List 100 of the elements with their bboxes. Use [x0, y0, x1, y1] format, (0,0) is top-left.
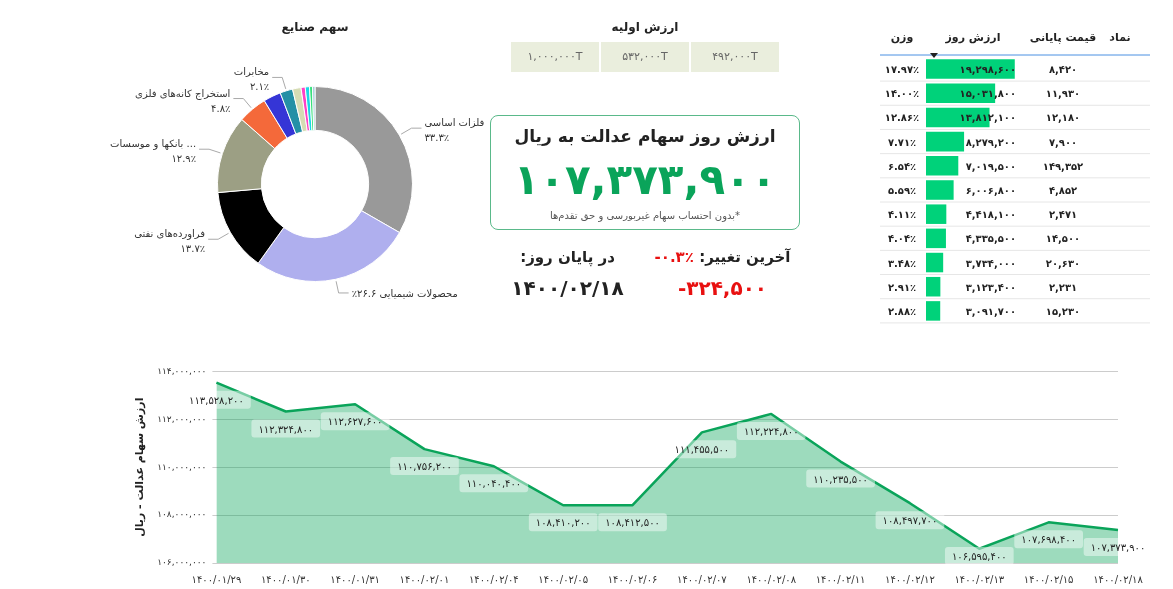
- data-label: ۳,۱۲۳,۴۰۰: [965, 281, 1016, 293]
- bar: [926, 228, 946, 249]
- bar: [926, 131, 965, 152]
- text: ۵۳۲,۰۰۰T: [601, 42, 689, 72]
- x-tick-label: ۱۴۰۰/۰۲/۱۳: [954, 573, 1005, 585]
- data-label: ۱۹,۲۹۸,۶۰۰: [959, 64, 1016, 76]
- bar: [926, 180, 954, 200]
- text: ارزش اولیه: [610, 20, 680, 34]
- text: آخرین تغییر:: [699, 248, 791, 266]
- text: ۴.۰۴٪: [887, 233, 917, 245]
- y-tick-label: ۱۱۲,۰۰۰,۰۰۰: [157, 413, 207, 424]
- bar: [926, 59, 1015, 79]
- text: ۴۹۲,۰۰۰T: [691, 42, 779, 72]
- data-label: ۱۱۲,۲۲۴,۸۰۰: [743, 425, 799, 437]
- bar: [926, 276, 941, 297]
- data-label: ۱۰۷,۳۷۳,۹۰۰: [1090, 542, 1146, 554]
- text: ۱۴,۵۰۰: [1045, 233, 1081, 245]
- text: ۷.۷۱٪: [887, 136, 917, 148]
- text: ۱۲,۱۸۰: [1045, 112, 1081, 124]
- bar: [926, 301, 941, 321]
- text: ۸,۴۲۰: [1048, 64, 1078, 76]
- text: ۱۵,۲۳۰: [1045, 305, 1081, 317]
- chart-title: سهم صنایع: [280, 20, 350, 34]
- x-tick-label: ۱۴۰۰/۰۲/۰۱: [399, 573, 450, 585]
- data-label: ۷,۰۱۹,۵۰۰: [965, 160, 1016, 172]
- text: ۵.۵۹٪: [887, 185, 917, 196]
- x-tick-label: ۱۴۰۰/۰۲/۰۷: [677, 573, 728, 585]
- slice-label: فلزات اساسی: [424, 117, 485, 129]
- text: -۰.۳٪: [654, 248, 694, 266]
- y-axis-title: ارزش سهام عدالت - ریال: [133, 397, 147, 537]
- data-label: ۱۰۸,۴۹۷,۷۰۰: [882, 515, 938, 527]
- text: ۲۰,۶۳۰: [1045, 257, 1081, 269]
- data-label: ۱۲.۹٪: [171, 153, 197, 165]
- data-label: ۱۱۰,۲۳۵,۵۰۰: [813, 473, 868, 485]
- bar: [926, 156, 959, 176]
- text: ۱۰۷,۳۷۳,۹۰۰: [512, 154, 778, 206]
- x-tick-label: ۱۴۰۰/۰۲/۰۴: [468, 573, 519, 585]
- x-tick-label: ۱۴۰۰/۰۲/۰۸: [746, 573, 797, 585]
- data-label: ۱۰۸,۴۱۰,۲۰۰: [535, 517, 591, 529]
- data-label: ۴,۴۱۸,۱۰۰: [965, 209, 1016, 221]
- text: نماد: [1109, 31, 1131, 44]
- data-label: ۱۰۶,۵۹۵,۴۰۰: [951, 551, 1007, 562]
- data-label: ۲.۱٪: [249, 81, 270, 93]
- x-tick-label: ۱۴۰۰/۰۱/۳۰: [260, 573, 311, 585]
- data-label: ۱۱۰,۰۴۰,۴۰۰: [466, 478, 522, 490]
- slice-label: استخراج کانه‌های فلزی: [135, 87, 231, 100]
- data-label: ۱۱۰,۷۵۶,۲۰۰: [397, 461, 452, 473]
- x-tick-label: ۱۴۰۰/۰۲/۰۵: [538, 573, 589, 585]
- data-label: ۴,۳۳۵,۵۰۰: [965, 233, 1016, 245]
- text: وزن: [890, 31, 914, 44]
- data-label: ۶,۰۰۶,۸۰۰: [965, 185, 1016, 196]
- text: *بدون احتساب سهام غیربورسی و حق تقدم‌ها: [548, 210, 742, 221]
- series-label: ارزش روز: [944, 31, 1001, 44]
- slice-label: فراورده‌های نفتی: [134, 228, 206, 241]
- data-label: ۱۰۷,۶۹۸,۴۰۰: [1021, 534, 1076, 546]
- data-label: ۳,۷۳۴,۰۰۰: [965, 257, 1016, 269]
- x-tick-label: ۱۴۰۰/۰۲/۱۸: [1093, 573, 1144, 585]
- x-tick-label: ۱۴۰۰/۰۲/۱۵: [1023, 573, 1074, 585]
- text: ۷,۹۰۰: [1048, 136, 1078, 148]
- text: قیمت پایانی: [1029, 31, 1097, 44]
- bar: [926, 204, 947, 224]
- text: ۲.۹۱٪: [887, 281, 917, 293]
- x-tick-label: ۱۴۰۰/۰۱/۲۹: [191, 573, 242, 585]
- data-label: ۱۰۸,۴۱۲,۵۰۰: [605, 517, 660, 529]
- data-label: ۱۱۳,۵۲۸,۲۰۰: [189, 394, 244, 406]
- data-label: ۳,۰۹۱,۷۰۰: [965, 305, 1016, 317]
- text: ۴,۸۵۲: [1048, 185, 1078, 196]
- x-tick-label: ۱۴۰۰/۰۲/۱۲: [885, 573, 935, 585]
- x-tick-label: ۱۴۰۰/۰۲/۰۶: [607, 573, 658, 585]
- y-tick-label: ۱۱۴,۰۰۰,۰۰۰: [157, 365, 207, 376]
- text: ارزش روز سهام عدالت به ریال: [513, 126, 777, 146]
- text: -۳۲۴,۵۰۰: [677, 276, 768, 300]
- bar: [926, 252, 944, 273]
- y-tick-label: ۱۰۸,۰۰۰,۰۰۰: [157, 509, 207, 520]
- data-label: ۱۱۲,۶۲۷,۶۰۰: [327, 416, 383, 428]
- text: در پایان روز:: [520, 248, 615, 266]
- data-label: ۱۳.۷٪: [180, 243, 206, 255]
- text: ۱,۰۰۰,۰۰۰T: [511, 42, 599, 72]
- text: ۱۷.۹۷٪: [884, 64, 920, 76]
- y-tick-label: ۱۰۶,۰۰۰,۰۰۰: [157, 557, 207, 568]
- text: ۲,۲۳۱: [1048, 281, 1078, 293]
- text: ۴.۱۱٪: [887, 209, 917, 221]
- slice-label: ... بانکها و موسسات: [110, 138, 197, 151]
- data-label: ۳۳.۳٪: [424, 132, 450, 144]
- slice-label: محصولات شیمیایی ۲۶.۶٪: [351, 287, 458, 299]
- text: ۱۱,۹۳۰: [1045, 88, 1081, 100]
- text: ۳.۴۸٪: [887, 257, 917, 269]
- y-tick-label: ۱۱۰,۰۰۰,۰۰۰: [157, 461, 207, 472]
- data-label: ۸,۲۷۹,۲۰۰: [965, 136, 1016, 148]
- text: ۲,۴۷۱: [1048, 209, 1078, 221]
- x-tick-label: ۱۴۰۰/۰۱/۳۱: [330, 573, 380, 585]
- text: ۲.۸۸٪: [887, 305, 917, 317]
- text: ۶.۵۴٪: [887, 160, 917, 172]
- data-label: ۱۱۲,۳۲۴,۸۰۰: [258, 423, 314, 435]
- data-label: ۱۱۱,۴۵۵,۵۰۰: [674, 444, 730, 456]
- text: ۱۴۰۰/۰۲/۱۸: [511, 276, 624, 300]
- slice-label: مخابرات: [233, 66, 270, 78]
- x-tick-label: ۱۴۰۰/۰۲/۱۱: [815, 573, 866, 585]
- text: ۱۴۹,۳۵۲: [1042, 160, 1084, 172]
- data-label: ۴.۸٪: [211, 102, 231, 114]
